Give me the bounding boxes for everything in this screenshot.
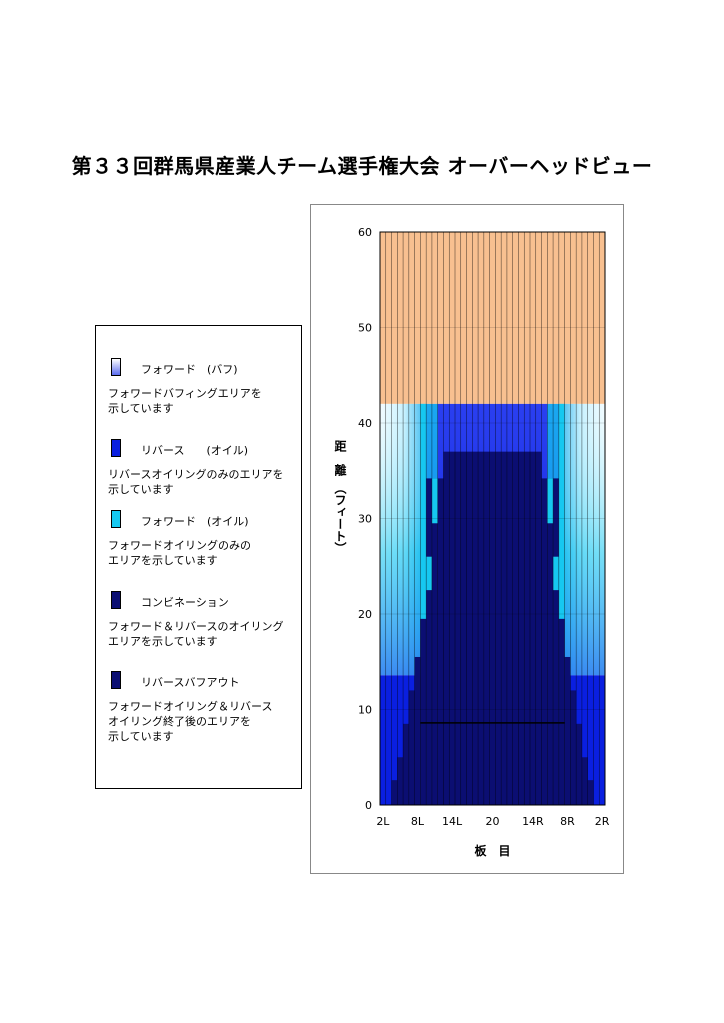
legend-item-reverse-buffout: リバースバフアウト フォワードオイリング＆リバース オイリング終了後のエリアを …: [108, 671, 298, 744]
legend-swatch-combination: [111, 591, 121, 609]
legend-desc: フォワード＆リバースのオイリング エリアを示しています: [108, 620, 284, 648]
legend-swatch-reverse-buffout: [111, 671, 121, 689]
page-title: 第３３回群馬県産業人チーム選手権大会 オーバーヘッドビュー: [71, 154, 653, 178]
legend: フォワード (バフ) フォワードバフィングエリアを 示しています リバース (オ…: [95, 325, 302, 789]
legend-swatch-forward-oil: [111, 510, 121, 528]
x-axis-label: 板 目: [474, 844, 511, 858]
y-axis-label: 距 離 （フィート）: [333, 440, 347, 554]
legend-swatch-reverse-oil: [111, 439, 121, 457]
legend-swatch-forward-buff: [111, 358, 121, 376]
legend-item-reverse-oil: リバース (オイル) リバースオイリングのみのエリアを 示しています: [108, 439, 298, 497]
legend-label: リバース (オイル): [141, 444, 249, 457]
legend-desc: フォワードオイリングのみの エリアを示しています: [108, 539, 251, 567]
legend-item-forward-oil: フォワード (オイル) フォワードオイリングのみの エリアを示しています: [108, 510, 298, 568]
legend-label: リバースバフアウト: [141, 676, 240, 689]
legend-desc: フォワードバフィングエリアを 示しています: [108, 387, 262, 415]
legend-label: フォワード (バフ): [141, 363, 238, 376]
legend-item-forward-buff: フォワード (バフ) フォワードバフィングエリアを 示しています: [108, 358, 298, 416]
chart-frame: [310, 204, 624, 874]
legend-label: フォワード (オイル): [141, 515, 249, 528]
legend-item-combination: コンビネーション フォワード＆リバースのオイリング エリアを示しています: [108, 591, 298, 649]
legend-desc: フォワードオイリング＆リバース オイリング終了後のエリアを 示しています: [108, 700, 273, 743]
legend-label: コンビネーション: [141, 596, 229, 609]
legend-desc: リバースオイリングのみのエリアを 示しています: [108, 468, 284, 496]
